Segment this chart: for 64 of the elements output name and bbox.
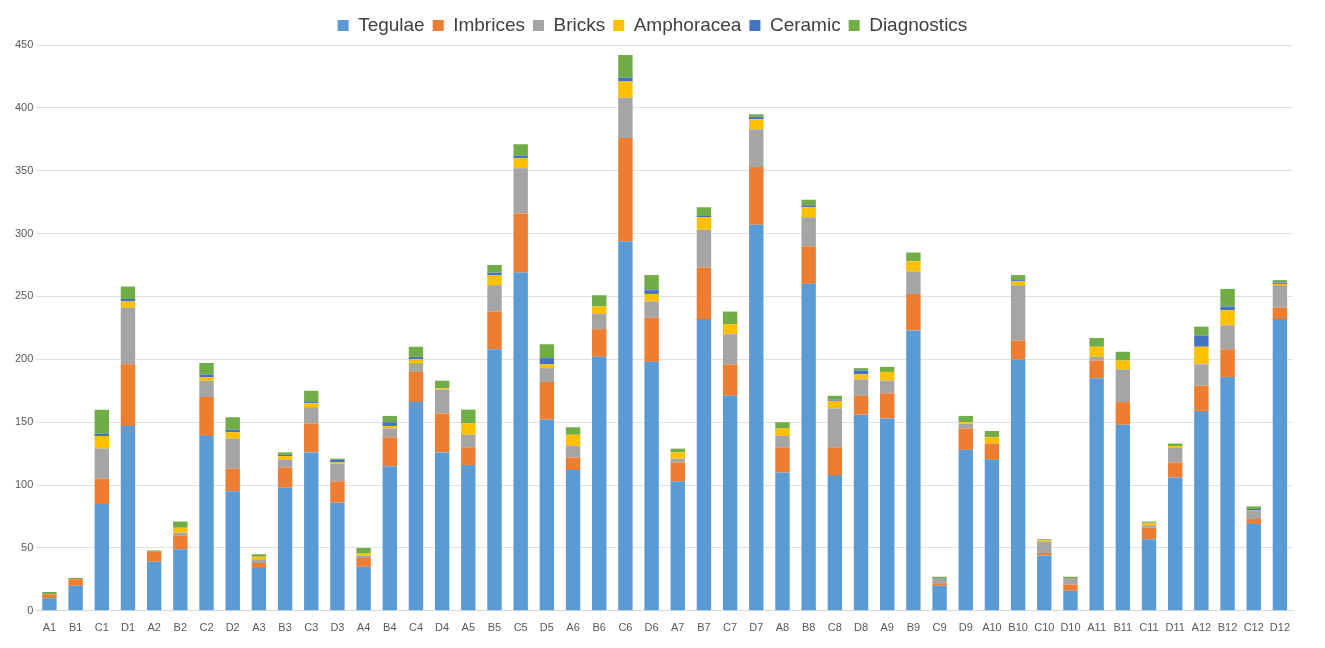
x-tick-label: D12 xyxy=(1269,621,1290,634)
x-tick-label: D7 xyxy=(749,621,764,634)
x-tick-label: A10 xyxy=(982,621,1002,634)
legend-label: Amphoracea xyxy=(633,13,742,35)
x-tick-label: C6 xyxy=(618,621,633,634)
x-tick-label: C2 xyxy=(199,621,214,634)
x-tick-label: A9 xyxy=(880,621,894,634)
x-tick-label: C1 xyxy=(94,621,109,634)
y-tick-label: 100 xyxy=(14,478,34,491)
y-tick-label: 0 xyxy=(27,603,34,616)
x-tick-label: D1 xyxy=(120,621,136,634)
x-tick-label: D9 xyxy=(958,621,973,634)
legend-label: Diagnostics xyxy=(869,13,968,35)
x-tick-label: B12 xyxy=(1217,621,1238,634)
x-tick-label: C8 xyxy=(827,621,842,634)
legend-label: Ceramic xyxy=(769,13,841,35)
x-tick-label: A6 xyxy=(566,621,580,634)
y-tick-label: 450 xyxy=(14,38,34,51)
x-tick-label: D4 xyxy=(435,621,450,634)
x-tick-label: B7 xyxy=(697,621,711,634)
legend-label: Bricks xyxy=(553,13,606,35)
y-tick-label: 200 xyxy=(14,352,34,365)
x-tick-label: C10 xyxy=(1034,621,1055,634)
y-tick-label: 50 xyxy=(21,540,34,553)
x-tick-label: D3 xyxy=(330,621,345,634)
y-tick-label: 150 xyxy=(14,415,34,428)
x-tick-label: A11 xyxy=(1087,621,1107,634)
x-tick-label: D11 xyxy=(1165,621,1185,634)
x-tick-label: D6 xyxy=(644,621,659,634)
x-tick-label: B4 xyxy=(383,621,397,634)
x-tick-label: B2 xyxy=(173,621,188,634)
y-tick-label: 350 xyxy=(14,163,34,176)
x-tick-label: D10 xyxy=(1060,621,1081,634)
legend-label: Imbrices xyxy=(453,13,525,35)
x-tick-label: B3 xyxy=(278,621,292,634)
x-tick-label: C7 xyxy=(723,621,738,634)
x-tick-label: C3 xyxy=(304,621,319,634)
x-tick-label: C12 xyxy=(1243,621,1264,634)
x-tick-label: A8 xyxy=(775,621,790,634)
x-tick-label: B6 xyxy=(592,621,606,634)
x-tick-label: A5 xyxy=(461,621,476,634)
x-tick-label: D5 xyxy=(539,621,554,634)
x-tick-label: D8 xyxy=(854,621,869,634)
x-tick-label: B10 xyxy=(1008,621,1028,634)
y-tick-label: 300 xyxy=(14,226,34,239)
x-tick-label: D2 xyxy=(225,621,240,634)
x-tick-label: C4 xyxy=(408,621,423,634)
x-tick-label: B8 xyxy=(801,621,816,634)
x-tick-label: A3 xyxy=(252,621,266,634)
x-tick-label: C11 xyxy=(1139,621,1159,634)
y-tick-label: 400 xyxy=(14,100,34,113)
x-tick-label: C5 xyxy=(513,621,528,634)
x-tick-label: B1 xyxy=(68,621,83,634)
y-tick-label: 250 xyxy=(14,289,34,302)
x-tick-label: B9 xyxy=(906,621,921,634)
legend-label: Tegulae xyxy=(358,13,425,35)
x-tick-label: B11 xyxy=(1113,621,1133,634)
x-tick-label: A7 xyxy=(671,621,685,634)
x-tick-label: A4 xyxy=(356,621,371,634)
x-tick-label: A1 xyxy=(42,621,57,634)
x-tick-label: A12 xyxy=(1191,621,1212,634)
x-tick-label: A2 xyxy=(147,621,161,634)
x-tick-label: C9 xyxy=(932,621,947,634)
x-tick-label: B5 xyxy=(487,621,502,634)
